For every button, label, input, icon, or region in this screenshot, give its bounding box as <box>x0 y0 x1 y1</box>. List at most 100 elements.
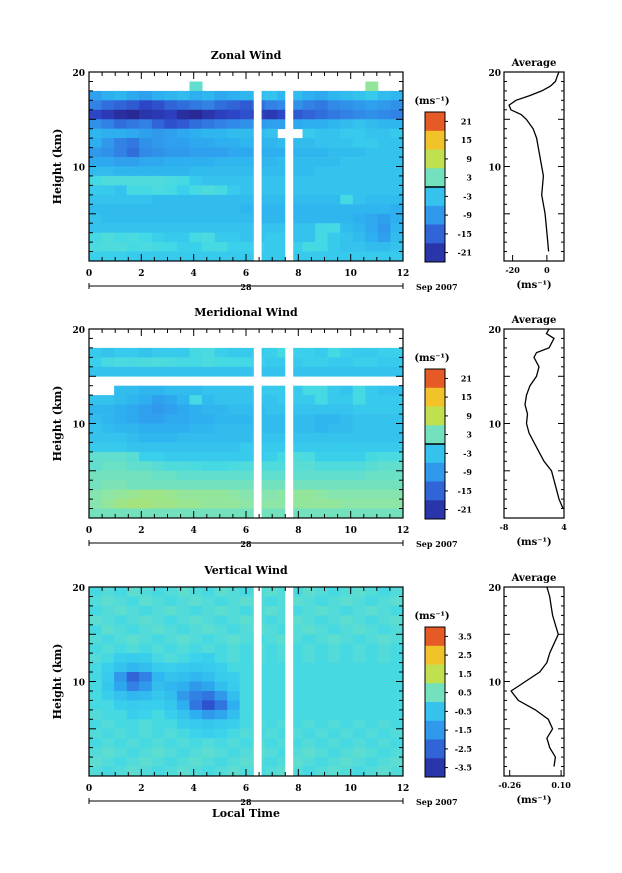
heatmap-cell <box>126 634 140 645</box>
heatmap-cell <box>139 691 153 701</box>
heatmap-cell <box>302 681 316 692</box>
heatmap-cell <box>189 489 203 500</box>
heatmap-cell <box>264 119 278 130</box>
heatmap-cell <box>352 766 366 777</box>
colorbar-segment <box>425 387 445 407</box>
heatmap-cell <box>214 738 228 748</box>
heatmap-cell <box>214 587 228 597</box>
heatmap-cell <box>239 653 253 663</box>
heatmap-cell <box>227 728 241 739</box>
heatmap-cell <box>365 691 379 701</box>
average-title: Average <box>511 573 557 584</box>
heatmap-cell <box>327 596 341 607</box>
heatmap-cell <box>139 204 153 215</box>
heatmap-cell <box>176 757 190 767</box>
heatmap-cell <box>126 728 140 739</box>
heatmap-cell <box>101 157 115 167</box>
heatmap-cell <box>202 138 215 148</box>
heatmap-cell <box>327 461 341 472</box>
heatmap-cell <box>290 109 303 120</box>
heatmap-cell <box>327 119 341 130</box>
heatmap-cell <box>126 147 140 158</box>
heatmap-cell <box>89 480 102 490</box>
heatmap-cell <box>89 766 102 777</box>
heatmap-cell <box>176 442 190 453</box>
heatmap-cell <box>214 395 228 405</box>
heatmap-cell <box>176 719 190 730</box>
heatmap-cell <box>352 385 366 396</box>
colorbar-tick-label: -21 <box>458 505 472 515</box>
heatmap-cell <box>176 432 190 443</box>
heatmap-cell <box>302 414 316 424</box>
heatmap-cell <box>264 605 278 616</box>
heatmap-cell <box>315 653 329 663</box>
heatmap-cell <box>264 175 278 186</box>
heatmap-cell <box>151 347 165 358</box>
colorbar-segment <box>425 500 445 520</box>
heatmap-cell <box>264 432 278 443</box>
heatmap-cell <box>151 489 165 500</box>
heatmap-cell <box>264 691 278 701</box>
heatmap-cell <box>227 766 241 777</box>
heatmap-cell <box>277 100 291 111</box>
heatmap-cell <box>302 634 316 645</box>
heatmap-cell <box>164 587 178 597</box>
heatmap-cell <box>189 709 203 720</box>
heatmap-cell <box>302 596 316 607</box>
heatmap-cell <box>352 366 366 377</box>
heatmap-cell <box>151 605 165 616</box>
average-x-tick-label: -0.26 <box>498 780 521 790</box>
heatmap-cell <box>227 119 241 130</box>
heatmap-cell <box>340 470 354 481</box>
heatmap-cell <box>365 119 379 130</box>
heatmap-cell <box>126 204 140 215</box>
heatmap-cell <box>151 423 165 434</box>
heatmap-cell <box>239 204 253 215</box>
heatmap-cell <box>227 643 241 654</box>
heatmap-cell <box>89 634 102 645</box>
heatmap-cell <box>114 728 128 739</box>
heatmap-cell <box>390 480 404 490</box>
heatmap-cell <box>126 470 140 481</box>
heatmap-cell <box>365 653 379 663</box>
colorbar-tick-label: 2.5 <box>458 650 472 660</box>
heatmap-cell <box>114 147 128 158</box>
heatmap-cell <box>377 709 391 720</box>
heatmap-cell <box>151 461 165 472</box>
heatmap-cell <box>189 596 203 607</box>
average-y-tick-label: 20 <box>488 69 501 79</box>
heatmap-cell <box>227 414 241 424</box>
heatmap-cell <box>264 204 278 215</box>
heatmap-cell <box>227 587 241 597</box>
heatmap-cell <box>214 643 228 654</box>
heatmap-cell <box>377 138 391 148</box>
heatmap-cell <box>176 194 190 205</box>
heatmap-cell <box>264 109 278 120</box>
heatmap-cell <box>264 414 278 424</box>
colorbar-segment <box>425 683 445 703</box>
heatmap-cell <box>126 480 140 490</box>
heatmap-cell <box>151 634 165 645</box>
heatmap-cell <box>239 166 253 177</box>
heatmap-cell <box>365 194 379 205</box>
heatmap-cell <box>365 605 379 616</box>
heatmap-cell <box>189 662 203 673</box>
heatmap-cell <box>189 719 203 730</box>
heatmap-cell <box>277 747 291 758</box>
heatmap-cell <box>202 251 215 262</box>
heatmap-cell <box>239 414 253 424</box>
heatmap-cell <box>189 499 203 509</box>
heatmap-cell <box>327 147 341 158</box>
heatmap-cell <box>214 213 228 224</box>
heatmap-cell <box>126 175 140 186</box>
heatmap-cell <box>264 442 278 453</box>
heatmap-cell <box>114 138 128 148</box>
heatmap-cell <box>139 357 153 368</box>
heatmap-cell <box>352 451 366 462</box>
heatmap-cell <box>227 653 241 663</box>
heatmap-cell <box>377 499 391 509</box>
heatmap-cell <box>264 766 278 777</box>
heatmap-cell <box>315 185 329 196</box>
heatmap-cell <box>227 204 241 215</box>
